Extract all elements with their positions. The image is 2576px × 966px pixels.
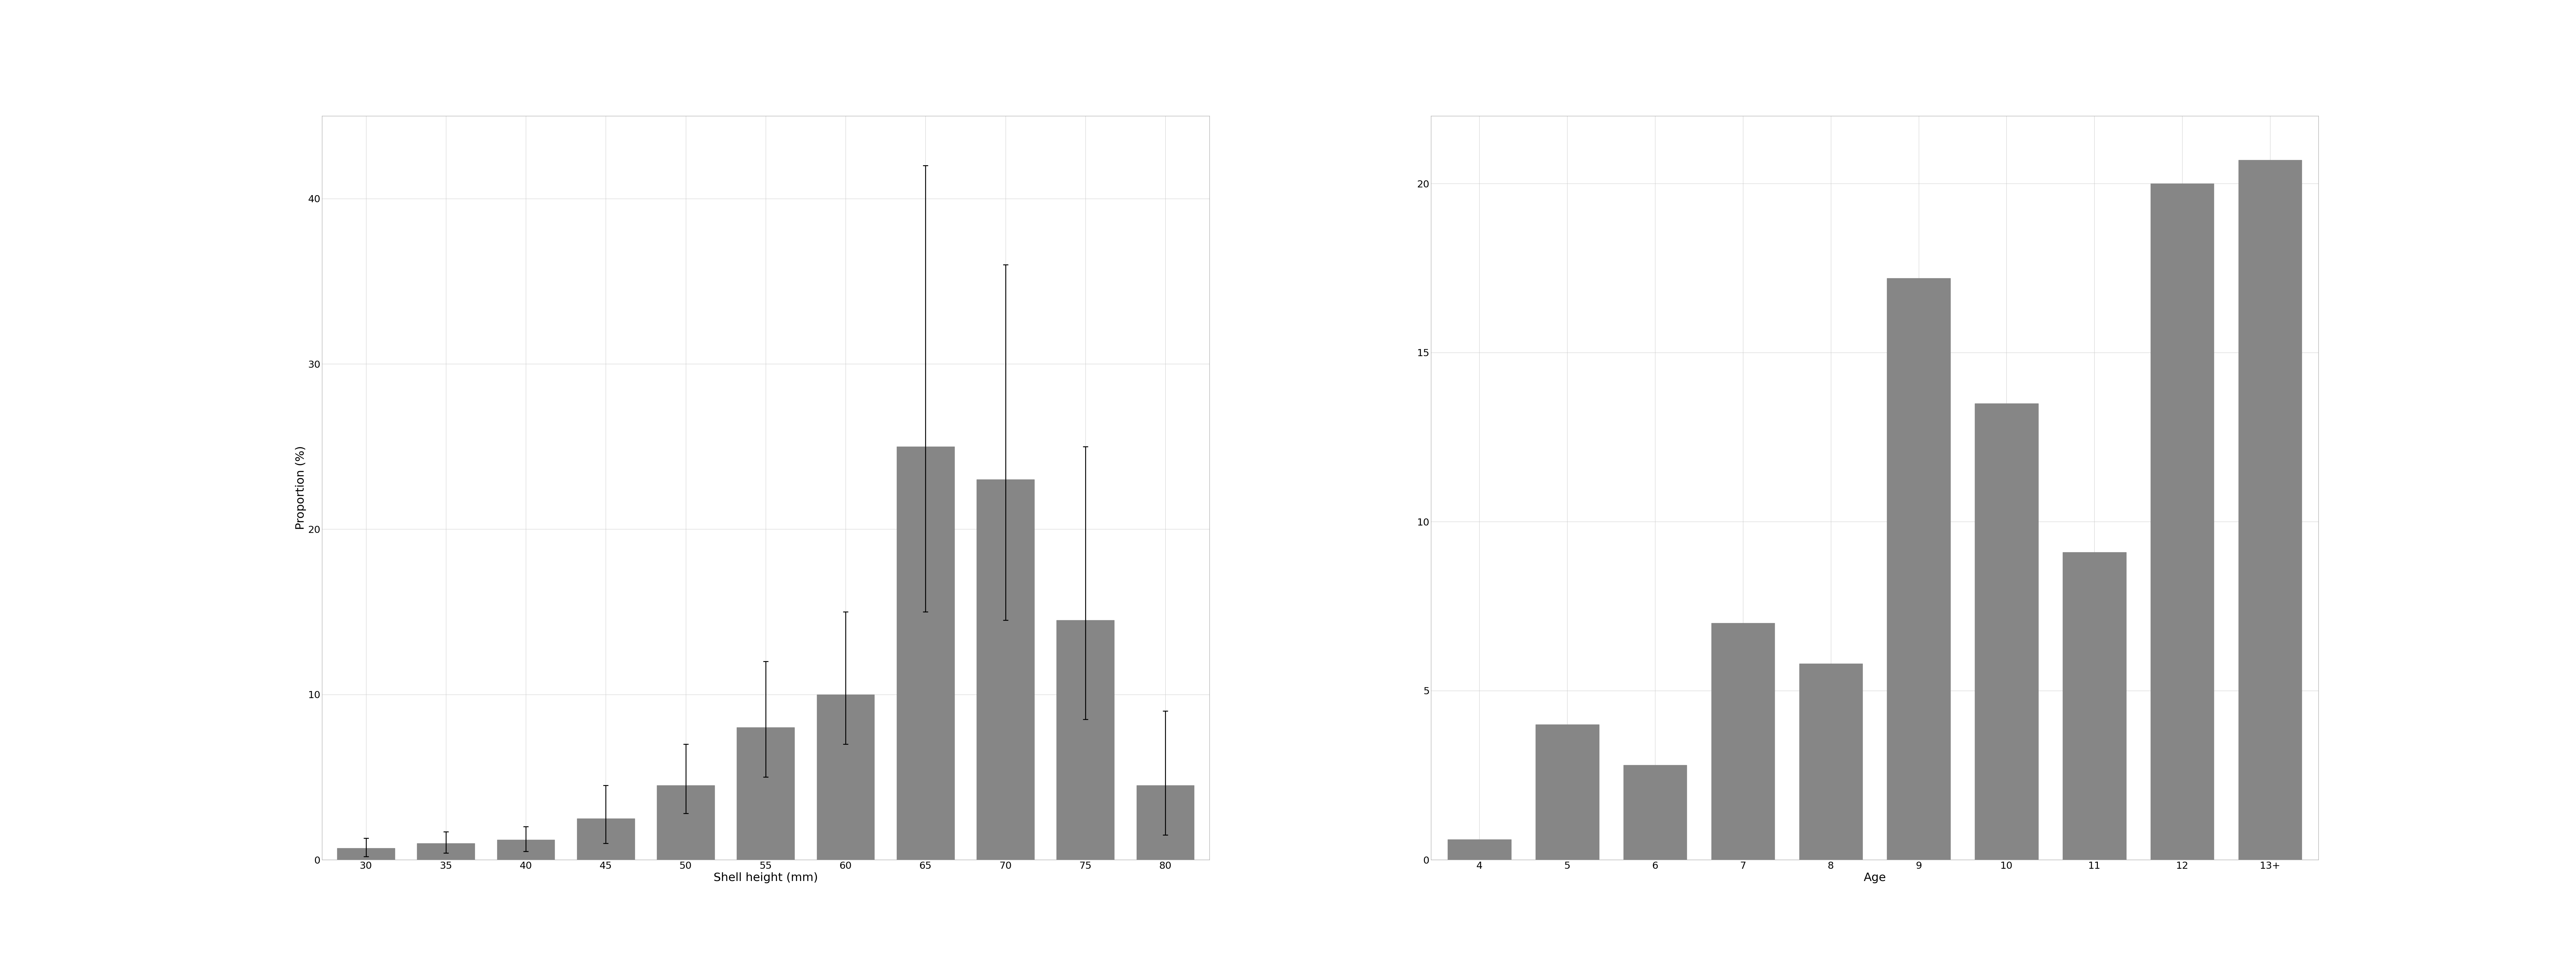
X-axis label: Age: Age <box>1862 872 1886 883</box>
Bar <box>1976 404 2038 860</box>
Bar <box>1448 839 1512 860</box>
Bar <box>417 843 474 860</box>
X-axis label: Shell height (mm): Shell height (mm) <box>714 872 817 883</box>
Bar <box>1710 623 1775 860</box>
Bar <box>976 479 1033 860</box>
Bar <box>497 839 554 860</box>
Bar <box>1056 620 1115 860</box>
Bar <box>657 785 714 860</box>
Bar <box>1136 785 1195 860</box>
Y-axis label: Proportion (%): Proportion (%) <box>296 446 307 529</box>
Bar <box>817 695 873 860</box>
Bar <box>577 818 634 860</box>
Bar <box>896 446 953 860</box>
Bar <box>1535 724 1600 860</box>
Bar <box>2151 184 2213 860</box>
Bar <box>2063 553 2125 860</box>
Bar <box>1623 765 1687 860</box>
Bar <box>737 727 793 860</box>
Bar <box>1888 278 1950 860</box>
Bar <box>1798 664 1862 860</box>
Bar <box>2239 159 2303 860</box>
Bar <box>337 848 394 860</box>
